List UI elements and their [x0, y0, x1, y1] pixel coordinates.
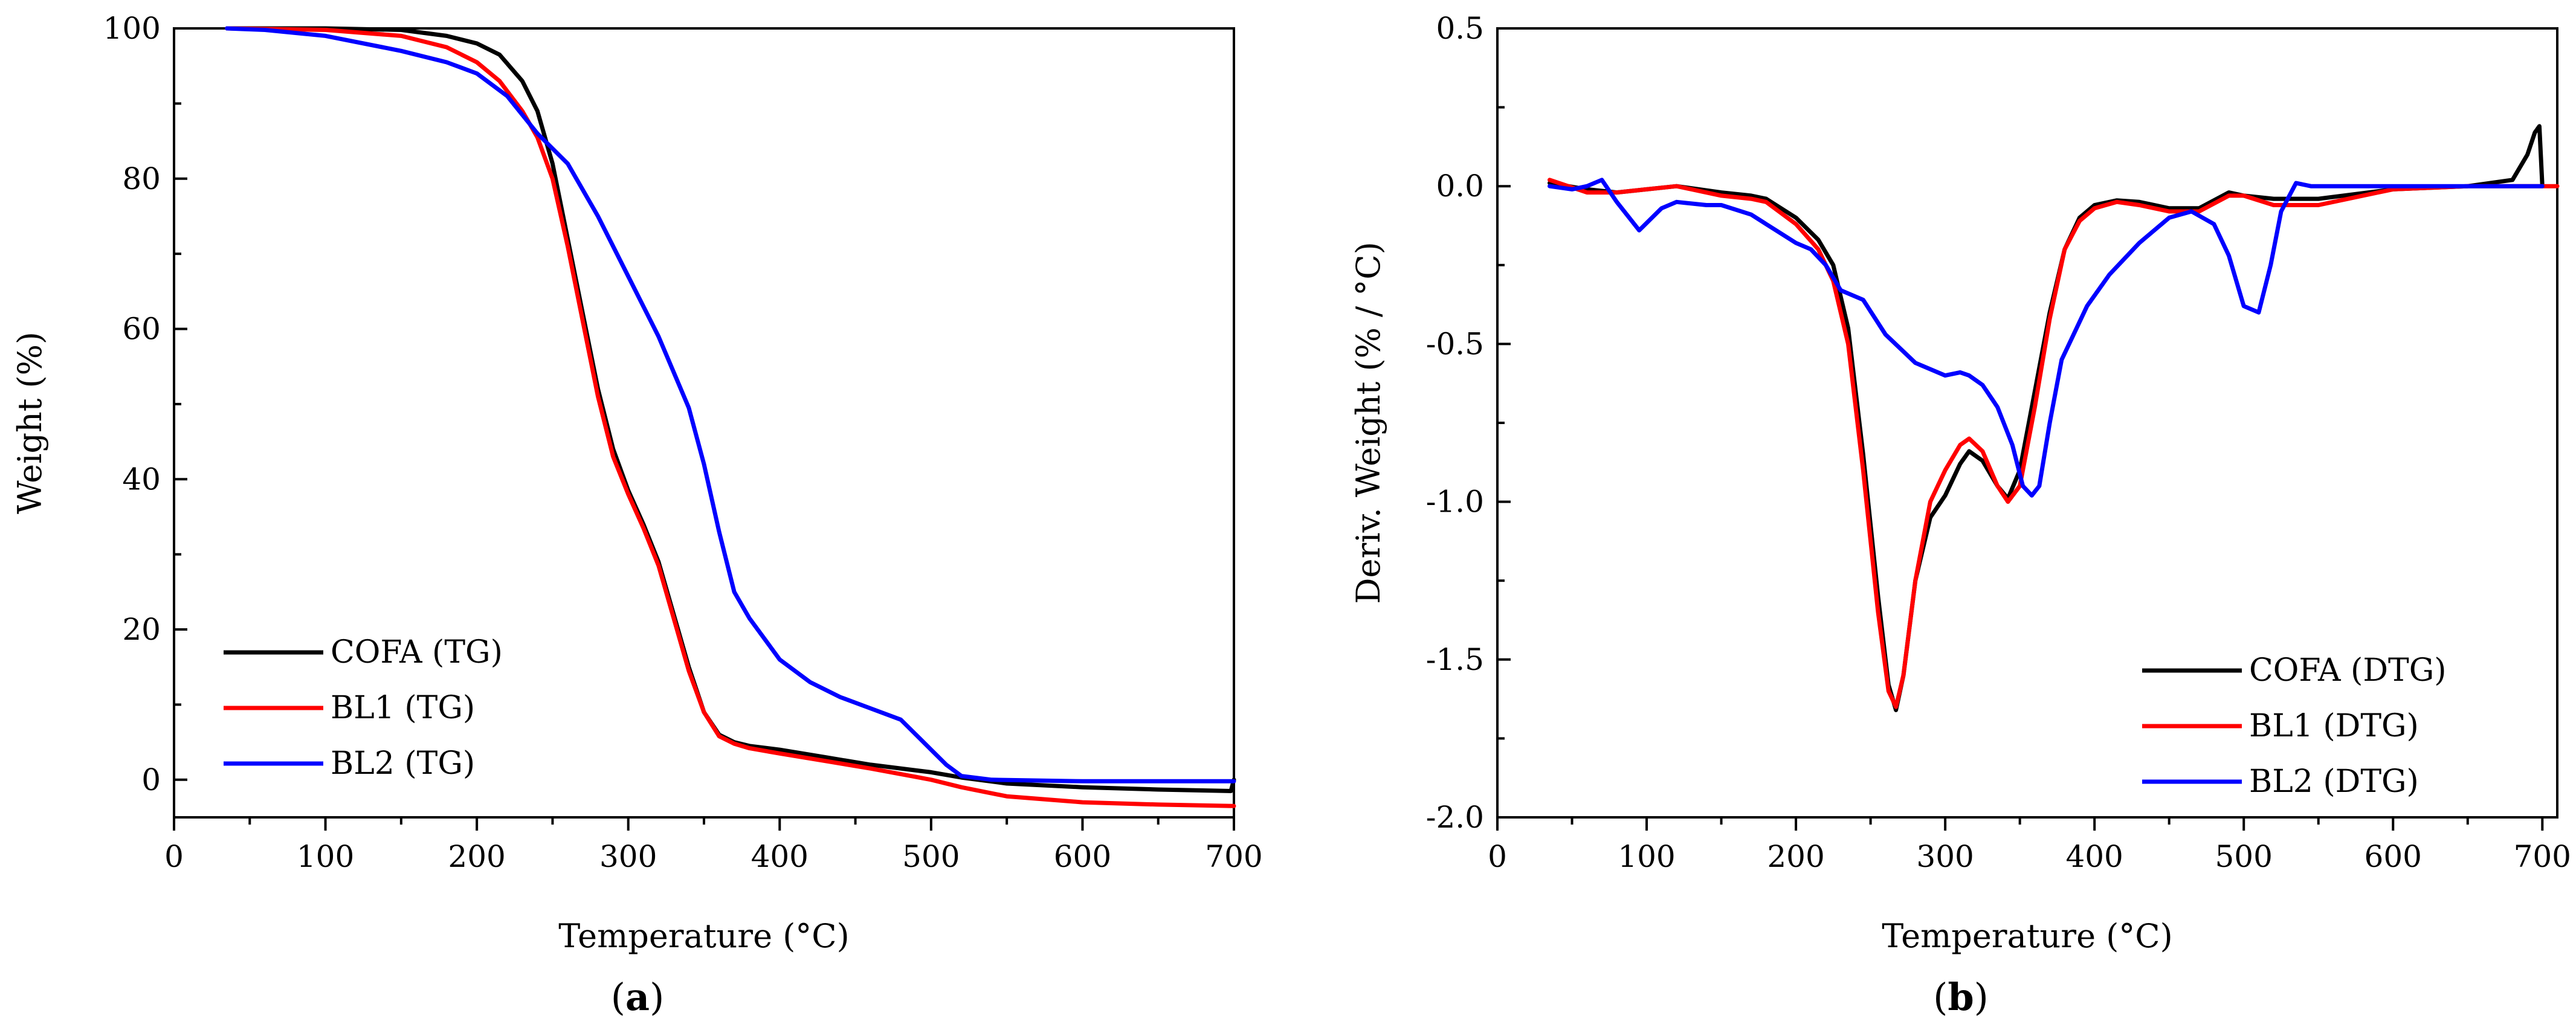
x-axis-title-b: Temperature (°C): [1882, 917, 2172, 955]
y-tick-label-b-3: -1.0: [1426, 484, 1484, 520]
x-tick-label-b-2: 200: [1767, 839, 1824, 874]
series-line-a-bl2-tg: [225, 26, 1236, 783]
y-tick-label-a-3: 60: [122, 312, 161, 347]
series-line-a-bl1-tg: [225, 26, 1236, 808]
panel-label-a: (a): [611, 975, 665, 1019]
legend-label-a-0: COFA (TG): [331, 634, 503, 671]
y-tick-label-a-0: 0: [141, 762, 161, 797]
y-tick-label-a-1: 20: [122, 612, 161, 647]
legend-label-b-1: BL1 (DTG): [2249, 708, 2419, 744]
y-ticks-b: 0.5 0.0 -0.5 -1.0 -1.5 -2.0: [1426, 11, 1511, 835]
x-ticks-b: 0 100 200 300 400 500 600 700: [1488, 817, 2571, 874]
y-tick-label-b-0: 0.5: [1436, 11, 1484, 46]
legend-b: COFA (DTG) BL1 (DTG) BL2 (DTG): [2142, 652, 2447, 800]
y-tick-label-b-4: -1.5: [1426, 642, 1484, 677]
y-ticks-a: 0 20 40 60 80 100: [103, 11, 187, 797]
x-tick-label-a-4: 400: [751, 839, 809, 874]
x-tick-label-a-3: 300: [599, 839, 657, 874]
legend-label-b-0: COFA (DTG): [2249, 652, 2447, 689]
x-tick-label-a-2: 200: [448, 839, 505, 874]
x-tick-label-b-7: 700: [2514, 839, 2571, 874]
series-line-b-bl1-dtg: [1548, 178, 2560, 709]
y-tick-label-b-2: -0.5: [1426, 326, 1484, 361]
chart-panel-a: 0 100 200 300 400 500 600 700 0 20 40 60 80 100 COFA…: [11, 11, 1263, 1019]
x-ticks-a: 0 100 200 300 400 500 600 700: [164, 817, 1263, 874]
y-tick-label-a-4: 80: [122, 161, 161, 196]
legend-label-a-1: BL1 (TG): [331, 690, 475, 726]
legend-label-b-2: BL2 (DTG): [2249, 764, 2419, 800]
y-tick-label-a-2: 40: [122, 462, 161, 497]
x-tick-label-b-1: 100: [1618, 839, 1675, 874]
x-tick-label-a-7: 700: [1205, 839, 1262, 874]
series-layer-a: [225, 26, 1236, 808]
legend-label-a-2: BL2 (TG): [331, 745, 475, 782]
x-tick-label-a-5: 500: [902, 839, 960, 874]
x-tick-label-b-3: 300: [1916, 839, 1974, 874]
panel-label-b: (b): [1933, 975, 1989, 1019]
legend-a: COFA (TG) BL1 (TG) BL2 (TG): [224, 634, 503, 782]
series-line-a-cofa-tg: [225, 26, 1236, 793]
x-tick-label-b-6: 600: [2365, 839, 2422, 874]
y-tick-label-b-5: -2.0: [1426, 800, 1484, 835]
y-tick-label-b-1: 0.0: [1436, 169, 1484, 204]
x-tick-label-a-1: 100: [297, 839, 354, 874]
x-tick-label-a-0: 0: [164, 839, 184, 874]
y-axis-title-a: Weight (%): [11, 332, 49, 514]
x-tick-label-a-6: 600: [1054, 839, 1111, 874]
chart-panel-b: 0 100 200 300 400 500 600 700 0.5 0.0 -0.5 -1.0 -1.…: [1349, 11, 2571, 1019]
series-layer-b: [1548, 124, 2560, 712]
x-tick-label-b-4: 400: [2065, 839, 2123, 874]
series-line-b-bl2-dtg: [1548, 178, 2545, 498]
series-line-b-cofa-dtg: [1548, 124, 2545, 712]
x-tick-label-b-0: 0: [1488, 839, 1507, 874]
y-axis-title-b: Deriv. Weight (% / °C): [1349, 242, 1387, 604]
x-axis-title-a: Temperature (°C): [558, 917, 849, 955]
y-tick-label-a-5: 100: [103, 11, 161, 46]
x-tick-label-b-5: 500: [2215, 839, 2272, 874]
